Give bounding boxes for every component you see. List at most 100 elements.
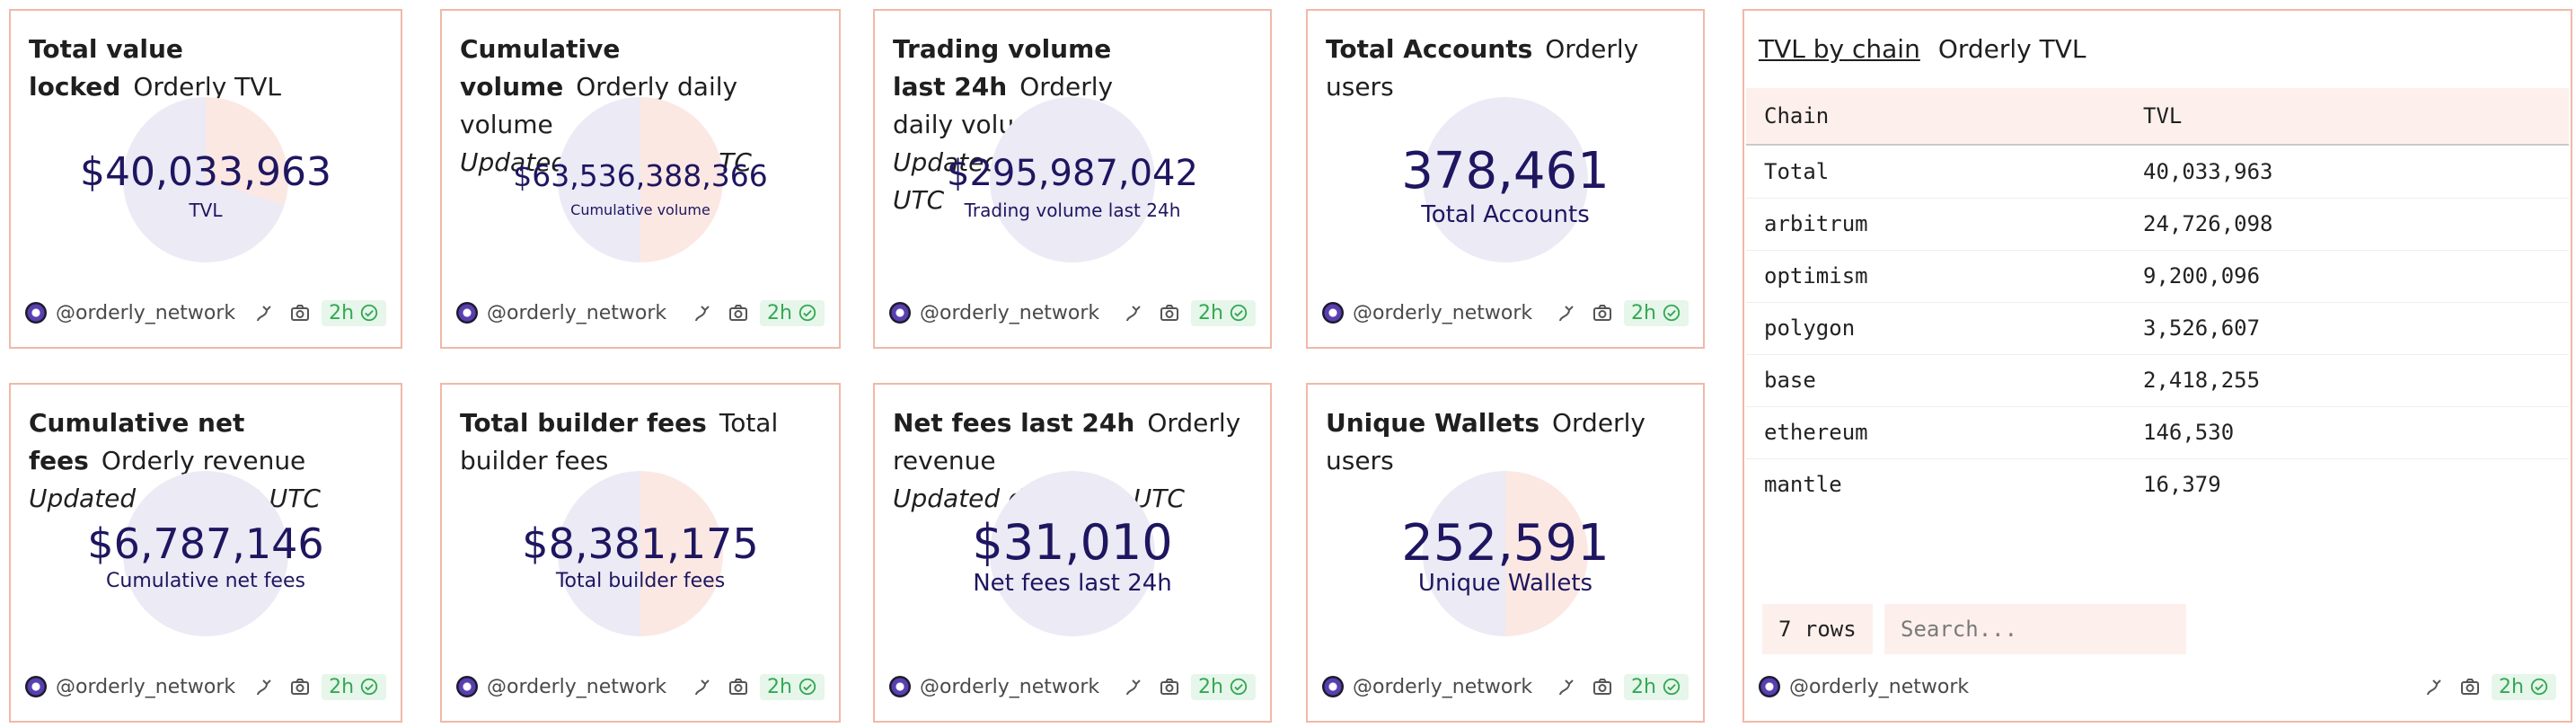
card-subtitle: Orderly TVL (133, 72, 282, 102)
stat-value: 378,461 (1401, 142, 1610, 200)
freshness-badge: 2h (1624, 673, 1689, 700)
table-header: Chain TVL (1746, 88, 2569, 146)
card-title: Total value locked (29, 34, 183, 102)
fork-icon[interactable] (251, 302, 273, 324)
card-subtitle: Orderly users (1326, 408, 1645, 475)
fork-icon[interactable] (251, 676, 273, 697)
card-subtitle: Orderly revenue (893, 408, 1241, 475)
table-cell-chain: base (1764, 368, 1816, 393)
fork-icon[interactable] (2422, 676, 2443, 697)
freshness-badge: 2h (1191, 299, 1256, 326)
card-footer: @orderly_network 2h (1759, 670, 2556, 703)
stat-value: $8,381,175 (522, 519, 759, 568)
table-cell-chain: polygon (1764, 315, 1856, 341)
stat-value: $40,033,963 (80, 149, 331, 195)
camera-icon[interactable] (289, 676, 311, 697)
card-cumulative-net-fees: Cumulative net fees Orderly revenue Updat… (9, 383, 402, 723)
camera-icon[interactable] (728, 302, 749, 324)
freshness-age: 2h (2499, 675, 2524, 698)
fork-icon[interactable] (1121, 676, 1142, 697)
card-subtitle: Orderly users (1326, 34, 1639, 102)
pie-chart (990, 471, 1155, 636)
card-footer: @orderly_network 2h (1322, 297, 1689, 329)
camera-icon[interactable] (289, 302, 311, 324)
stat-label: Net fees last 24h (973, 570, 1172, 597)
card-total-accounts: Total Accounts Orderly users 378,461 Tota… (1306, 9, 1705, 349)
table-row: mantle 16,379 (1746, 458, 2569, 510)
table-cell-chain: arbitrum (1764, 211, 1868, 236)
camera-icon[interactable] (2459, 676, 2481, 697)
check-circle-icon (798, 678, 816, 696)
fork-icon[interactable] (1121, 302, 1142, 324)
card-title-block: Total Accounts Orderly users (1326, 31, 1689, 106)
table-row: Total 40,033,963 (1746, 146, 2569, 199)
card-total-value-locked: Total value locked Orderly TVL $40,033,96… (9, 9, 402, 349)
card-title: Total Accounts (1326, 34, 1533, 64)
freshness-badge: 2h (2492, 673, 2556, 700)
author-handle[interactable]: @orderly_network (920, 301, 1100, 324)
camera-icon[interactable] (1592, 302, 1613, 324)
card-title: Unique Wallets (1326, 408, 1539, 438)
table-row: polygon 3,526,607 (1746, 302, 2569, 355)
fork-icon[interactable] (690, 302, 711, 324)
freshness-badge: 2h (322, 673, 387, 700)
stat-value: $295,987,042 (947, 153, 1198, 194)
card-title-block: Total value locked Orderly TVL (29, 31, 386, 106)
freshness-badge: 2h (322, 299, 387, 326)
card-tvl-by-chain: TVL by chain Orderly TVL Chain TVL Total … (1742, 9, 2572, 723)
fork-icon[interactable] (690, 676, 711, 697)
table-cell-tvl: 9,200,096 (2143, 263, 2261, 289)
table-cell-chain: ethereum (1764, 420, 1868, 445)
author-handle[interactable]: @orderly_network (487, 301, 667, 324)
stat-value: $6,787,146 (87, 519, 324, 568)
card-subtitle: Orderly daily volume (460, 72, 738, 139)
stat-label: Unique Wallets (1417, 570, 1593, 597)
author-handle[interactable]: @orderly_network (56, 301, 236, 324)
pie-chart (123, 471, 288, 636)
avatar (889, 676, 911, 697)
author-handle[interactable]: @orderly_network (1353, 301, 1533, 324)
stat-value: 252,591 (1401, 514, 1610, 573)
stat-label: Total Accounts (1421, 201, 1590, 228)
row-count-badge: 7 rows (1762, 604, 1873, 654)
fork-icon[interactable] (1554, 676, 1575, 697)
author-handle[interactable]: @orderly_network (487, 675, 667, 698)
card-title-block: Unique Wallets Orderly users (1326, 404, 1689, 480)
freshness-age: 2h (1631, 675, 1656, 698)
fork-icon[interactable] (1554, 302, 1575, 324)
camera-icon[interactable] (1159, 302, 1180, 324)
column-header-chain[interactable]: Chain (1764, 103, 1830, 129)
card-footer: @orderly_network 2h (456, 670, 825, 703)
avatar (889, 302, 911, 324)
table-title-block: TVL by chain Orderly TVL (1759, 31, 2086, 68)
freshness-badge: 2h (1191, 673, 1256, 700)
pie-chart (558, 471, 723, 636)
check-circle-icon (360, 678, 378, 696)
freshness-age: 2h (329, 301, 355, 324)
table-row: optimism 9,200,096 (1746, 250, 2569, 303)
camera-icon[interactable] (1159, 676, 1180, 697)
column-header-tvl[interactable]: TVL (2143, 103, 2183, 129)
author-handle[interactable]: @orderly_network (56, 675, 236, 698)
avatar (1322, 302, 1344, 324)
card-title: Trading volume last 24h (893, 34, 1112, 102)
freshness-age: 2h (1198, 675, 1223, 698)
card-title: Cumulative net fees (29, 408, 245, 475)
stat-value: $31,010 (972, 514, 1173, 571)
table-cell-tvl: 146,530 (2143, 420, 2235, 445)
author-handle[interactable]: @orderly_network (920, 675, 1100, 698)
avatar (25, 676, 47, 697)
avatar (456, 302, 478, 324)
freshness-age: 2h (1198, 301, 1223, 324)
table-row: arbitrum 24,726,098 (1746, 198, 2569, 251)
author-handle[interactable]: @orderly_network (1353, 675, 1533, 698)
table-title-link[interactable]: TVL by chain (1759, 34, 1920, 64)
check-circle-icon (1230, 678, 1248, 696)
check-circle-icon (1230, 304, 1248, 322)
search-input[interactable] (1884, 604, 2186, 654)
avatar (25, 302, 47, 324)
camera-icon[interactable] (728, 676, 749, 697)
author-handle[interactable]: @orderly_network (1789, 675, 1970, 698)
camera-icon[interactable] (1592, 676, 1613, 697)
check-circle-icon (1663, 678, 1681, 696)
